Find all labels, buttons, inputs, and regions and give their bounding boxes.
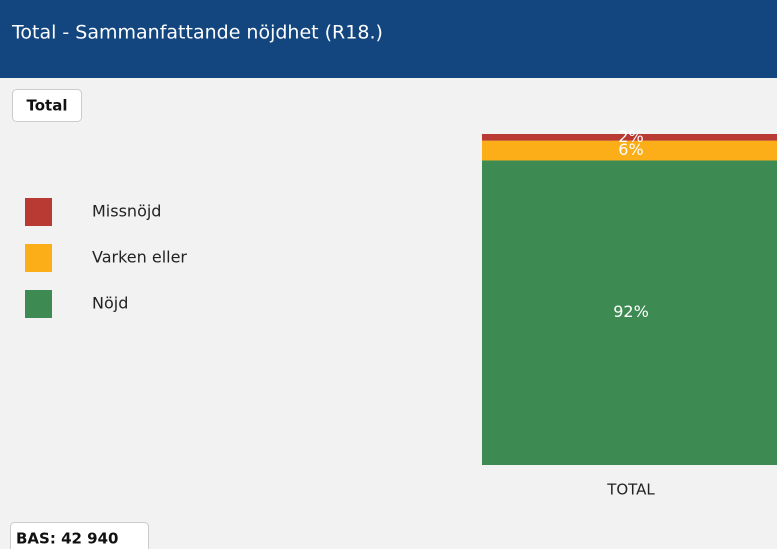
data-label: 6% bbox=[618, 140, 643, 159]
legend-label: Nöjd bbox=[92, 294, 128, 313]
base-label: BAS: 42 940 bbox=[16, 530, 118, 548]
legend-label: Missnöjd bbox=[92, 202, 161, 221]
tab-label[interactable]: Total bbox=[27, 97, 68, 115]
legend-swatch bbox=[25, 198, 52, 226]
chart-title: Total - Sammanfattande nöjdhet (R18.) bbox=[11, 22, 383, 44]
x-tick-label: TOTAL bbox=[606, 481, 655, 499]
legend-swatch bbox=[25, 244, 52, 272]
header bbox=[0, 0, 777, 78]
data-label: 2% bbox=[618, 127, 643, 146]
bar-segment bbox=[482, 160, 777, 466]
legend-swatch bbox=[25, 290, 52, 318]
bar-segment bbox=[482, 140, 777, 161]
data-label: 92% bbox=[613, 302, 649, 321]
legend-label: Varken eller bbox=[92, 248, 187, 267]
bar-segment bbox=[482, 134, 777, 141]
tab-button[interactable] bbox=[12, 89, 82, 122]
base-box bbox=[10, 522, 149, 549]
